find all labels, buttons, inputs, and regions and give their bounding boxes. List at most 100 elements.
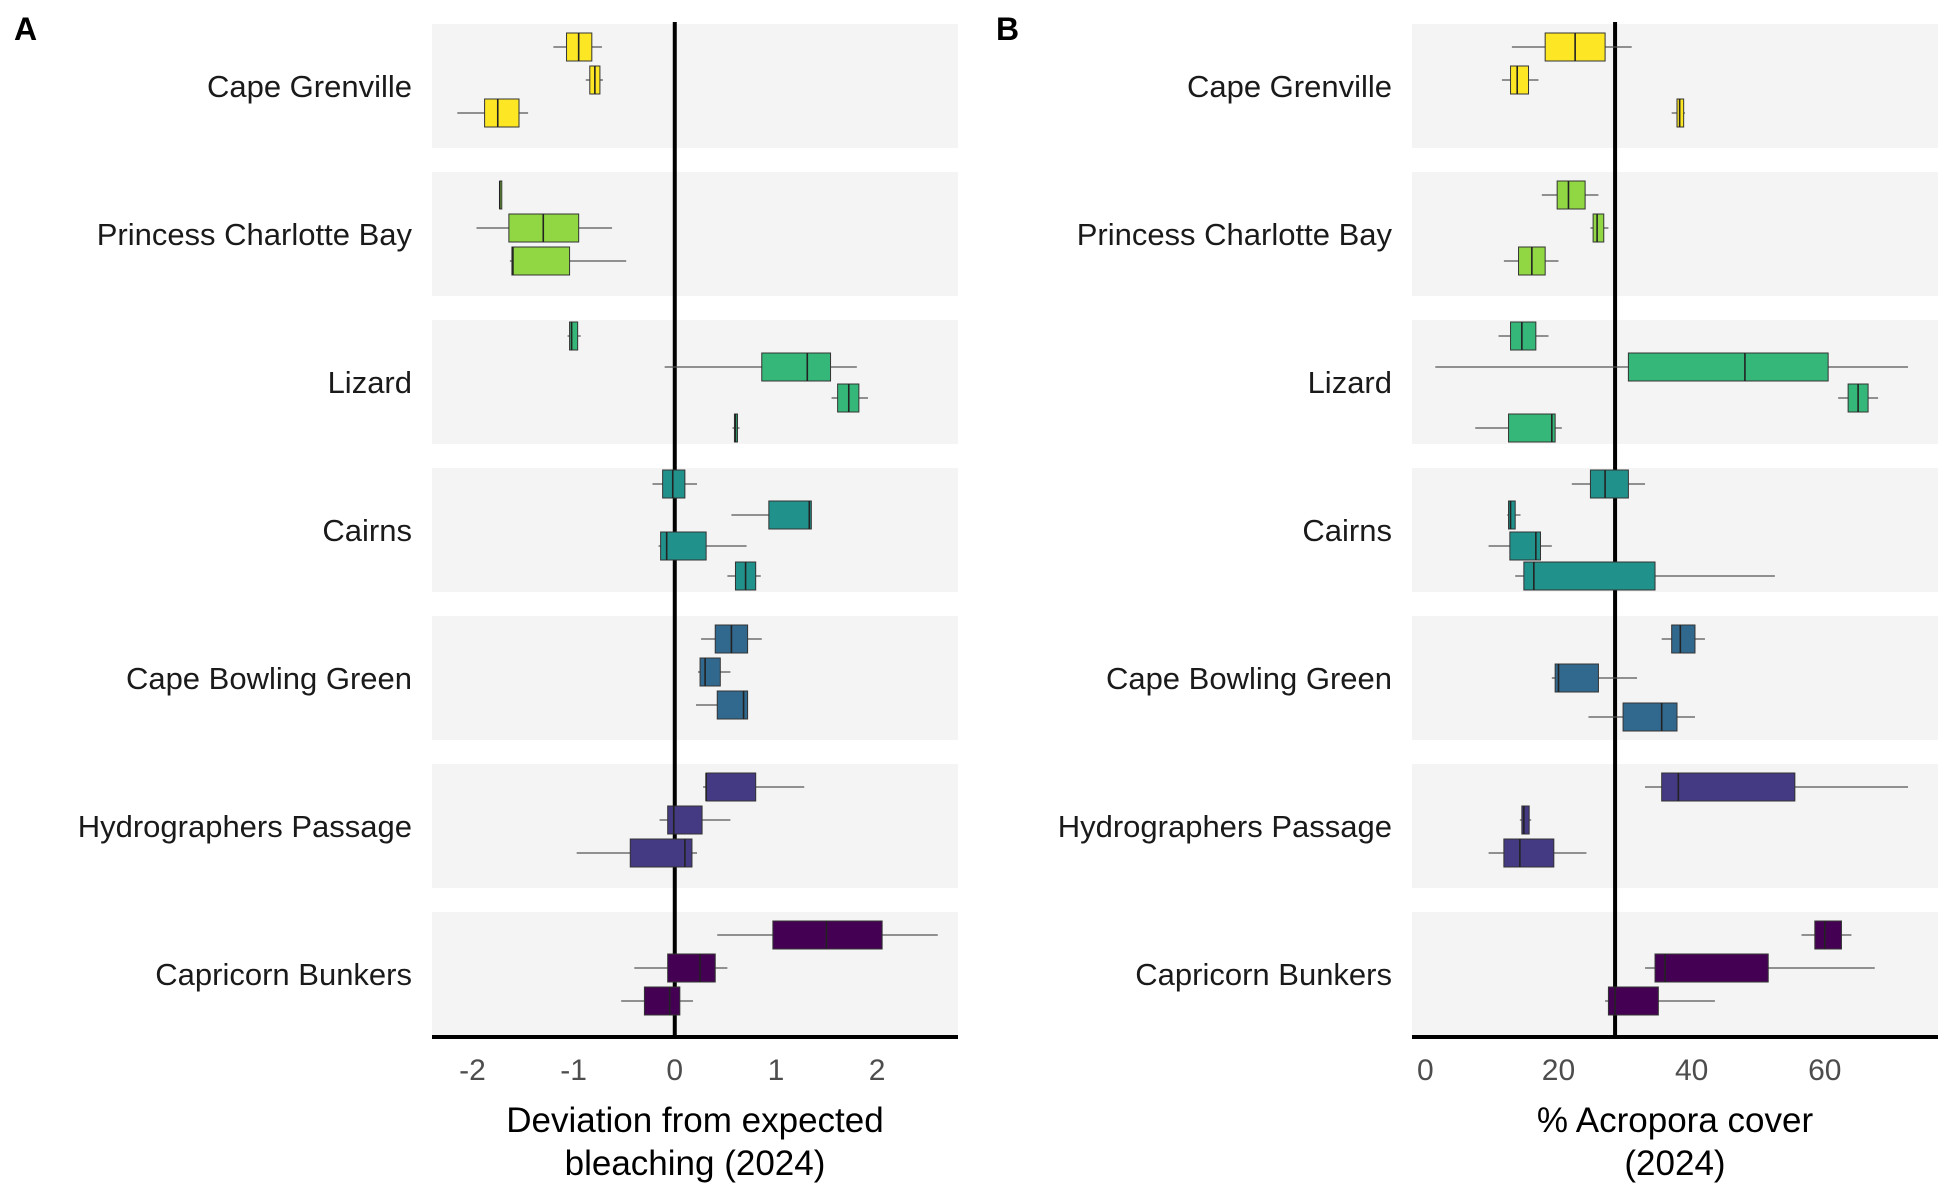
box <box>659 805 731 835</box>
region-band <box>432 616 958 740</box>
box-iqr <box>629 838 693 868</box>
region-label: Hydrographers Passage <box>78 809 412 844</box>
x-tick-label: -2 <box>459 1054 486 1087</box>
region-label: Cape Grenville <box>207 69 412 104</box>
box <box>509 246 627 276</box>
box-iqr <box>772 920 883 950</box>
box-iqr <box>1554 663 1599 693</box>
region-label: Princess Charlotte Bay <box>1077 217 1393 252</box>
panel-b: B Cape Grenville Princess Charlotte Bay Li… <box>996 11 1938 1183</box>
box <box>831 383 868 413</box>
x-tick-label: -1 <box>560 1054 587 1087</box>
box <box>498 180 503 210</box>
box <box>567 321 581 351</box>
box <box>1435 352 1909 382</box>
box <box>634 953 728 983</box>
box-iqr <box>1654 953 1769 983</box>
panel-a: A Cape Grenville Princess Charlotte Bay Li… <box>14 11 958 1183</box>
box-iqr <box>1592 213 1605 243</box>
box-iqr <box>569 321 579 351</box>
box-iqr <box>1510 65 1530 95</box>
x-tick-label: 2 <box>869 1054 886 1087</box>
panel-a-x-axis: -2 -1 0 1 2 <box>432 1035 958 1087</box>
box-iqr <box>1622 702 1678 732</box>
region-label: Cape Bowling Green <box>126 661 412 696</box>
box-iqr <box>705 772 757 802</box>
panel-b-x-axis-title-line2: (2024) <box>1624 1144 1725 1183</box>
region-label: Cairns <box>1302 513 1392 548</box>
region-label: Capricorn Bunkers <box>1135 957 1392 992</box>
box-iqr <box>662 469 686 499</box>
box <box>1605 986 1715 1016</box>
panel-b-bands <box>1412 24 1938 1036</box>
box-iqr <box>667 805 703 835</box>
box <box>1488 531 1552 561</box>
box <box>1498 321 1549 351</box>
box-iqr <box>1508 413 1556 443</box>
box-iqr <box>1503 838 1555 868</box>
box <box>1503 246 1559 276</box>
box-iqr <box>484 98 520 128</box>
box <box>1515 561 1775 591</box>
box-iqr <box>1814 920 1842 950</box>
panel-b-letter: B <box>996 11 1019 47</box>
box <box>727 561 761 591</box>
box-iqr <box>660 531 707 561</box>
box <box>576 838 698 868</box>
box <box>1645 772 1909 802</box>
box <box>658 531 747 561</box>
box-iqr <box>1510 321 1537 351</box>
region-band <box>1412 24 1938 148</box>
region-band <box>1412 172 1938 296</box>
box <box>1488 838 1587 868</box>
box <box>664 352 857 382</box>
box-iqr <box>761 352 832 382</box>
box <box>457 98 529 128</box>
panel-b-boxes <box>1435 32 1909 1016</box>
region-band <box>432 468 958 592</box>
x-tick-label: 0 <box>666 1054 683 1087</box>
panel-b-x-axis: 0 20 40 60 <box>1412 1035 1938 1087</box>
x-tick-label: 40 <box>1675 1054 1708 1087</box>
box <box>698 657 731 687</box>
box-iqr <box>699 657 721 687</box>
box <box>1588 702 1695 732</box>
panel-a-boxes <box>457 32 938 1016</box>
region-band <box>432 24 958 148</box>
panel-a-letter: A <box>14 11 37 47</box>
box-iqr <box>1521 805 1530 835</box>
box <box>701 624 762 654</box>
box <box>1801 920 1852 950</box>
region-band <box>1412 320 1938 444</box>
box-iqr <box>643 986 681 1016</box>
box <box>476 213 613 243</box>
region-label: Cape Grenville <box>1187 69 1392 104</box>
box <box>1838 383 1879 413</box>
box <box>553 32 602 62</box>
box <box>1507 500 1521 530</box>
box <box>1671 98 1685 128</box>
panel-a-region-labels: Cape Grenville Princess Charlotte Bay Liza… <box>78 69 413 992</box>
box-iqr <box>1508 500 1516 530</box>
box <box>1661 624 1705 654</box>
panel-a-x-axis-title-line2: bleaching (2024) <box>565 1144 826 1183</box>
panel-b-x-axis-title-line1: % Acropora cover <box>1537 1101 1814 1140</box>
box <box>652 469 698 499</box>
box <box>585 65 603 95</box>
region-label: Hydrographers Passage <box>1058 809 1392 844</box>
region-label: Lizard <box>328 365 412 400</box>
box <box>696 690 749 720</box>
box <box>1590 213 1609 243</box>
box-iqr <box>1589 469 1629 499</box>
region-label: Princess Charlotte Bay <box>97 217 413 252</box>
box <box>731 500 812 530</box>
box <box>1541 180 1599 210</box>
box-iqr <box>768 500 812 530</box>
box <box>1551 663 1638 693</box>
x-tick-label: 0 <box>1417 1054 1434 1087</box>
region-label: Cairns <box>322 513 412 548</box>
box <box>1571 469 1646 499</box>
box-iqr <box>1661 772 1796 802</box>
box-iqr <box>1627 352 1829 382</box>
